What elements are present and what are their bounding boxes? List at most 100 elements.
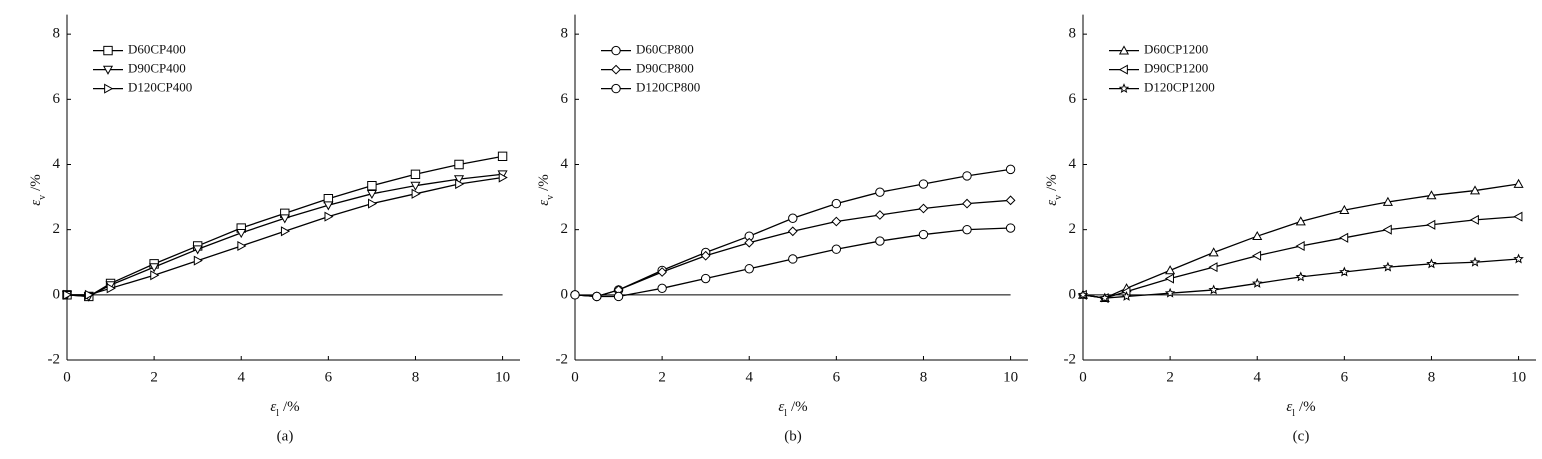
x-tick-label: 0 bbox=[1079, 369, 1087, 385]
marker bbox=[744, 237, 755, 248]
y-tick-label: 8 bbox=[53, 26, 61, 42]
marker bbox=[149, 263, 160, 273]
marker bbox=[1339, 204, 1350, 214]
y-tick-label: 0 bbox=[561, 286, 569, 302]
marker bbox=[1295, 240, 1305, 252]
marker bbox=[106, 283, 116, 294]
x-tick-label: 2 bbox=[1166, 369, 1174, 385]
marker bbox=[787, 226, 798, 237]
marker bbox=[324, 211, 334, 222]
legend-marker bbox=[611, 83, 621, 94]
x-tick-label: 6 bbox=[325, 369, 333, 385]
marker bbox=[280, 226, 291, 237]
x-tick-label: 6 bbox=[833, 369, 841, 385]
marker bbox=[700, 273, 711, 284]
marker bbox=[1005, 195, 1016, 206]
legend-label: D60CP800 bbox=[636, 42, 694, 57]
marker bbox=[1252, 250, 1262, 261]
marker bbox=[831, 244, 842, 254]
y-tick-label: 8 bbox=[561, 26, 569, 42]
marker bbox=[1208, 284, 1219, 295]
marker bbox=[236, 229, 247, 239]
y-tick-label: 4 bbox=[53, 156, 61, 172]
marker bbox=[453, 175, 465, 185]
marker bbox=[1513, 253, 1524, 264]
label-subscript: v bbox=[1053, 195, 1064, 200]
marker bbox=[657, 267, 668, 277]
legend-label: D90CP800 bbox=[636, 61, 694, 76]
series-line bbox=[1082, 215, 1519, 299]
panel-caption: (b) bbox=[784, 428, 802, 444]
marker bbox=[1005, 223, 1016, 233]
legend-marker bbox=[104, 83, 114, 94]
series-line bbox=[1082, 183, 1519, 299]
legend-marker bbox=[1118, 45, 1130, 55]
series-line bbox=[1082, 258, 1519, 299]
marker bbox=[1077, 289, 1089, 300]
marker bbox=[63, 289, 73, 300]
legend-marker bbox=[611, 45, 621, 56]
label-subscript: v bbox=[37, 195, 48, 200]
axis-label: εv /% bbox=[536, 174, 555, 206]
marker bbox=[788, 254, 798, 264]
marker bbox=[323, 201, 334, 211]
marker bbox=[1252, 230, 1263, 241]
marker bbox=[831, 198, 842, 209]
y-tick-label: -2 bbox=[48, 351, 61, 367]
marker bbox=[1099, 292, 1111, 303]
marker bbox=[874, 210, 885, 220]
y-tick-label: 6 bbox=[1069, 91, 1077, 107]
marker bbox=[368, 198, 378, 209]
marker bbox=[1513, 211, 1523, 222]
marker bbox=[1295, 216, 1306, 226]
marker bbox=[279, 214, 290, 224]
x-tick-label: 4 bbox=[745, 369, 753, 385]
y-tick-label: 0 bbox=[53, 286, 61, 302]
y-tick-label: 2 bbox=[561, 221, 569, 237]
y-tick-label: 2 bbox=[53, 221, 61, 237]
y-tick-label: 4 bbox=[561, 156, 569, 172]
legend-marker bbox=[1118, 64, 1128, 75]
marker bbox=[237, 240, 247, 252]
marker bbox=[744, 231, 754, 241]
marker bbox=[918, 179, 929, 189]
marker bbox=[657, 283, 667, 294]
label-symbol: ε bbox=[536, 200, 552, 206]
marker bbox=[788, 213, 798, 223]
y-tick-label: 6 bbox=[53, 91, 61, 107]
y-tick-label: -2 bbox=[556, 351, 569, 367]
marker bbox=[1513, 178, 1524, 188]
marker bbox=[962, 224, 972, 235]
x-tick-label: 2 bbox=[150, 369, 158, 385]
marker bbox=[323, 194, 334, 204]
legend-marker bbox=[103, 45, 113, 56]
legend-marker bbox=[1118, 83, 1130, 94]
label-unit: /% bbox=[791, 399, 808, 415]
marker bbox=[744, 264, 754, 274]
marker bbox=[1164, 273, 1174, 284]
marker bbox=[1005, 164, 1016, 175]
marker bbox=[1164, 287, 1176, 298]
legend-marker bbox=[611, 64, 621, 75]
marker bbox=[1426, 258, 1437, 269]
marker bbox=[1469, 214, 1479, 225]
label-unit: /% bbox=[536, 174, 552, 191]
marker bbox=[366, 189, 377, 200]
marker bbox=[570, 290, 580, 300]
marker bbox=[1339, 232, 1349, 243]
x-tick-label: 10 bbox=[1003, 369, 1018, 385]
marker bbox=[1382, 224, 1392, 235]
label-subscript: l bbox=[784, 408, 787, 419]
marker bbox=[1469, 185, 1481, 195]
axis-label: εl /% bbox=[1286, 399, 1315, 418]
marker bbox=[918, 229, 929, 240]
marker bbox=[1252, 277, 1263, 288]
x-tick-label: 4 bbox=[1253, 369, 1261, 385]
legend-label: D120CP400 bbox=[128, 80, 192, 95]
axis-label: εl /% bbox=[778, 399, 807, 418]
marker bbox=[367, 180, 377, 191]
marker bbox=[613, 291, 624, 302]
label-symbol: ε bbox=[1044, 200, 1060, 206]
